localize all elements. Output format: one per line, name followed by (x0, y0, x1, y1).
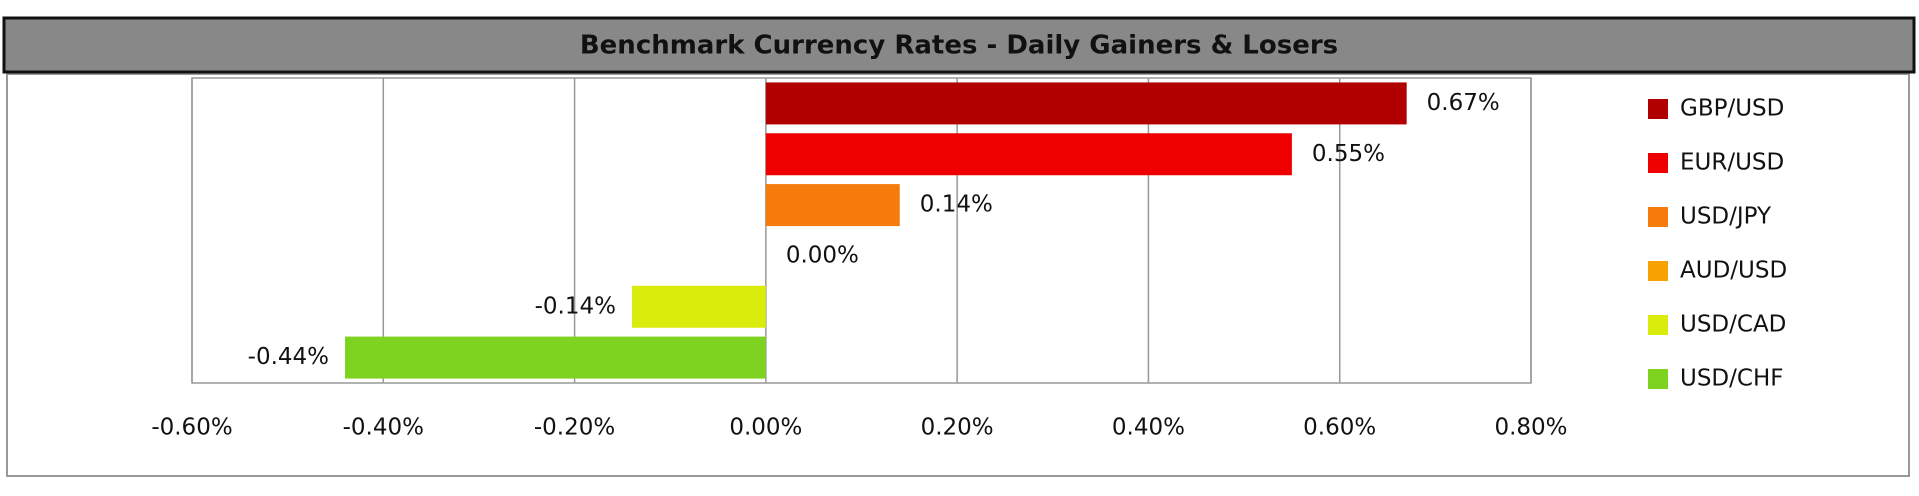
x-tick-label: -0.20% (534, 415, 615, 441)
x-tick-label: 0.20% (921, 415, 994, 441)
x-tick-label: 0.60% (1303, 415, 1376, 441)
value-label: 0.00% (786, 242, 859, 268)
value-label: 0.67% (1427, 90, 1500, 116)
legend-label: EUR/USD (1680, 150, 1784, 176)
legend-label: USD/CHF (1680, 366, 1783, 392)
legend-label: GBP/USD (1680, 96, 1784, 122)
bar (765, 133, 1292, 176)
legend-label: USD/JPY (1680, 204, 1772, 230)
legend-label: AUD/USD (1680, 258, 1787, 284)
bar (765, 82, 1407, 125)
x-tick-label: 0.40% (1112, 415, 1185, 441)
title-bar (2, 16, 1916, 74)
chart-title: Benchmark Currency Rates - Daily Gainers… (580, 31, 1338, 61)
legend-swatch (1648, 207, 1668, 227)
legend-swatch (1648, 153, 1668, 173)
value-label: 0.14% (920, 192, 993, 218)
legend-swatch (1648, 315, 1668, 335)
legend-swatch (1648, 369, 1668, 389)
legend-swatch (1648, 99, 1668, 119)
x-tick-label: 0.00% (729, 415, 802, 441)
x-tick-label: 0.80% (1494, 415, 1567, 441)
x-tick-label: -0.60% (151, 415, 232, 441)
bar (765, 184, 900, 227)
bar (345, 336, 766, 379)
legend-label: USD/CAD (1680, 312, 1786, 338)
value-label: -0.44% (248, 344, 329, 370)
bar (631, 285, 766, 328)
x-tick-label: -0.40% (343, 415, 424, 441)
value-label: -0.14% (535, 293, 616, 319)
legend-swatch (1648, 261, 1668, 281)
value-label: 0.55% (1312, 141, 1385, 167)
